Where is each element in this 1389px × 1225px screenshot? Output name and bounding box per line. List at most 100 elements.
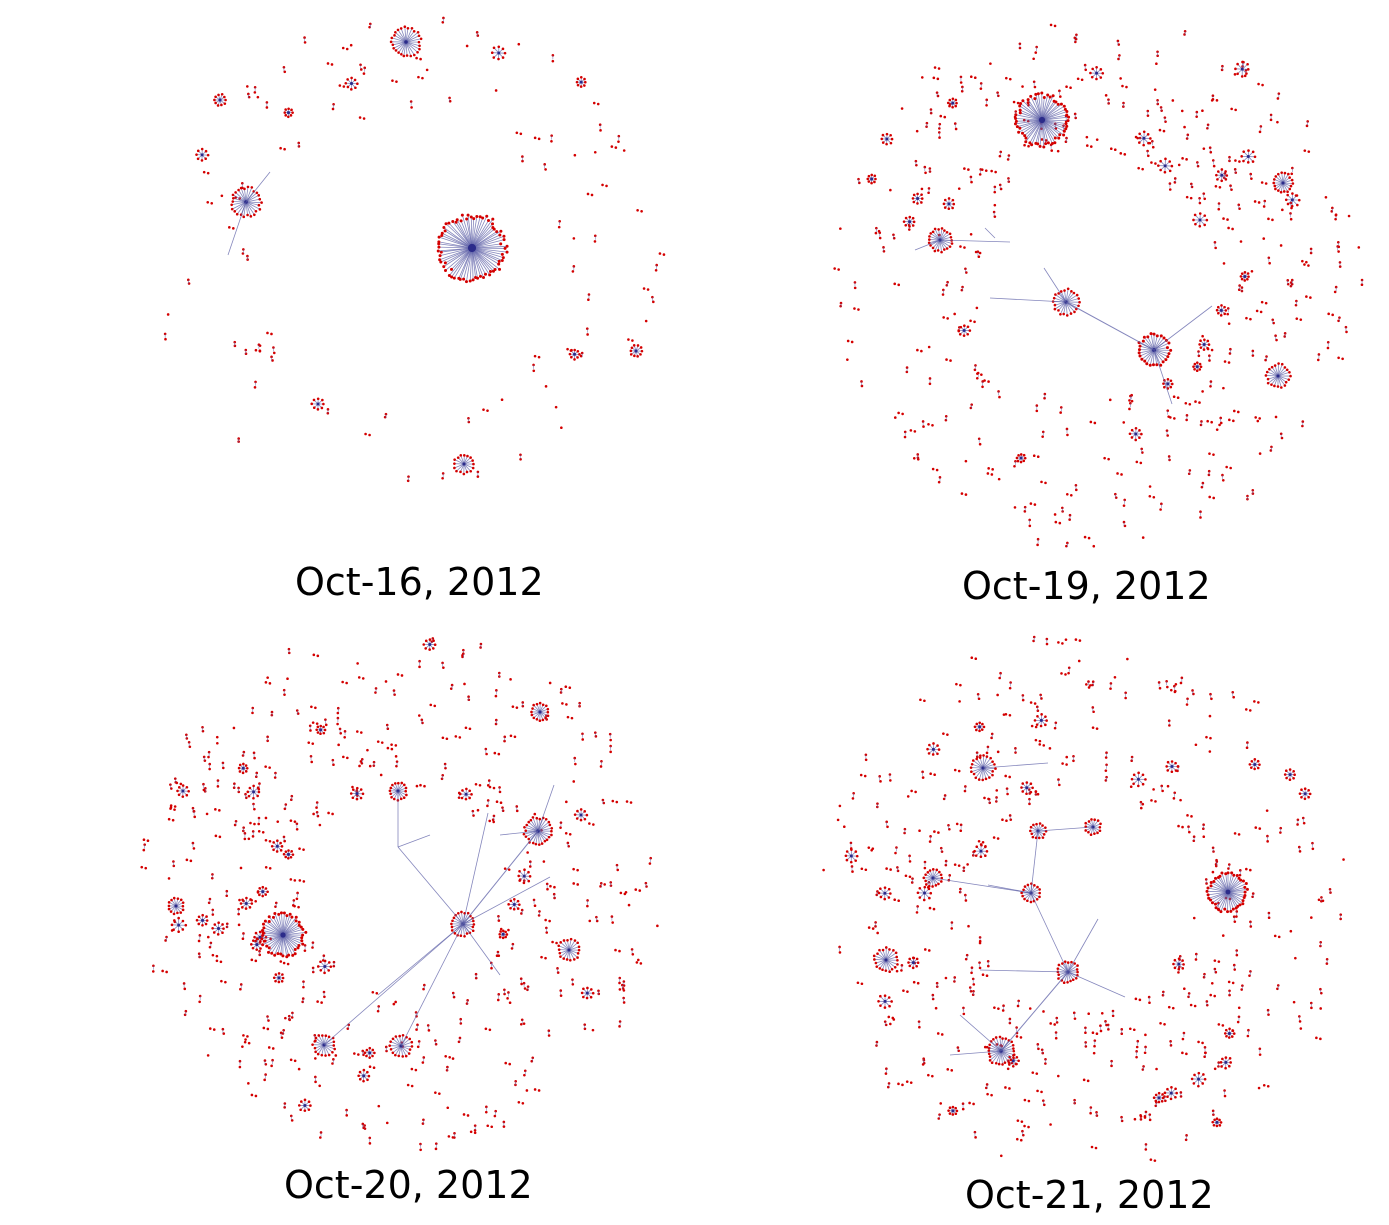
hub-node [316,959,333,975]
hub-node [283,107,294,119]
hub-node [344,76,359,91]
hub-node [1163,1086,1178,1101]
hub-node [270,839,284,853]
hub-node [573,808,589,822]
hub-node [260,911,308,959]
hub-node [1219,1056,1232,1070]
caption-oct-19: Oct-19, 2012 [962,564,1211,608]
hub-node [349,786,365,801]
hub-node [916,885,933,902]
hub-node [902,215,916,228]
hub-node [453,454,475,476]
hub-node [170,916,188,934]
hub-node [239,896,254,910]
hub-node [357,1068,371,1083]
hub-node [246,784,261,800]
hub-node [1205,871,1249,914]
hub-node [946,97,958,109]
hub-node [490,45,507,61]
hub-node [1248,758,1261,771]
hub-node [530,701,550,722]
hub-node [310,397,325,411]
hub-node [1190,1071,1207,1088]
hub-node [973,843,989,859]
network-panel-oct-19: Oct-19, 2012 [800,0,1380,610]
hub-node [1264,362,1292,389]
caption-oct-21: Oct-21, 2012 [965,1173,1214,1217]
hub-node [1211,1117,1223,1128]
network-panel-oct-20: Oct-20, 2012 [120,615,700,1215]
hub-node [927,227,954,254]
hub-node [911,192,924,205]
hub-node [568,348,581,361]
hub-node [1240,149,1257,164]
hub-node [195,147,210,162]
hub-node [866,173,877,185]
hub-node [211,921,225,936]
hub-node [1033,713,1048,728]
hub-node [947,1105,959,1116]
hub-node [282,849,295,860]
hub-node [575,75,587,88]
hub-node [926,742,941,756]
hub-node [1020,781,1034,796]
hub-node [1084,818,1102,836]
hub-node [877,994,893,1009]
hub-node [1223,1027,1236,1039]
hub-node [422,638,437,651]
hub-node [389,25,423,58]
hub-node [877,886,892,901]
hub-node [1029,822,1048,840]
hub-node [436,213,509,284]
hub-node [237,762,249,775]
hub-node [942,197,956,211]
hub-node [1298,787,1312,801]
hub-node [1128,426,1143,442]
hub-node [1015,453,1027,464]
hub-node [167,896,185,916]
hub-node [1130,771,1147,788]
network-graph-oct-19 [833,23,1364,548]
caption-oct-20: Oct-20, 2012 [284,1163,533,1207]
hub-node [517,868,532,885]
hub-node [907,956,920,970]
hub-node [880,132,894,146]
hub-node [498,929,509,940]
hub-node [973,721,986,733]
hub-node [1165,760,1180,774]
hub-node [195,913,209,927]
hub-node [922,868,944,888]
hub-node [580,986,595,1000]
hub-node [458,787,473,801]
hub-node [1152,1091,1165,1104]
hub-node [1239,271,1250,282]
hub-node [1192,212,1209,228]
hub-node [1136,130,1152,147]
hub-node [297,1098,312,1112]
network-panel-oct-21: Oct-21, 2012 [800,615,1380,1225]
hub-node [256,885,269,898]
hub-node [507,897,521,911]
hub-node [1284,192,1301,208]
network-panel-oct-16: Oct-16, 2012 [120,0,700,610]
hub-node [1198,338,1211,351]
hub-node [844,848,859,864]
hub-node [272,972,285,984]
caption-oct-16: Oct-16, 2012 [295,560,544,604]
hub-node [176,784,190,798]
hub-node [985,1035,1016,1066]
hub-node [363,1046,376,1059]
hub-node [1272,171,1295,194]
hub-node [315,724,327,735]
hub-node [969,754,997,782]
hub-node [1192,361,1203,372]
hub-node [1006,1054,1020,1068]
hub-node [311,1034,336,1057]
hub-node [557,937,581,962]
network-graph-oct-16 [163,16,666,483]
hub-node [1172,957,1185,971]
hub-node [1215,168,1229,183]
hub-node [1013,91,1071,149]
hub-node [213,92,227,107]
hub-node [1234,60,1250,78]
